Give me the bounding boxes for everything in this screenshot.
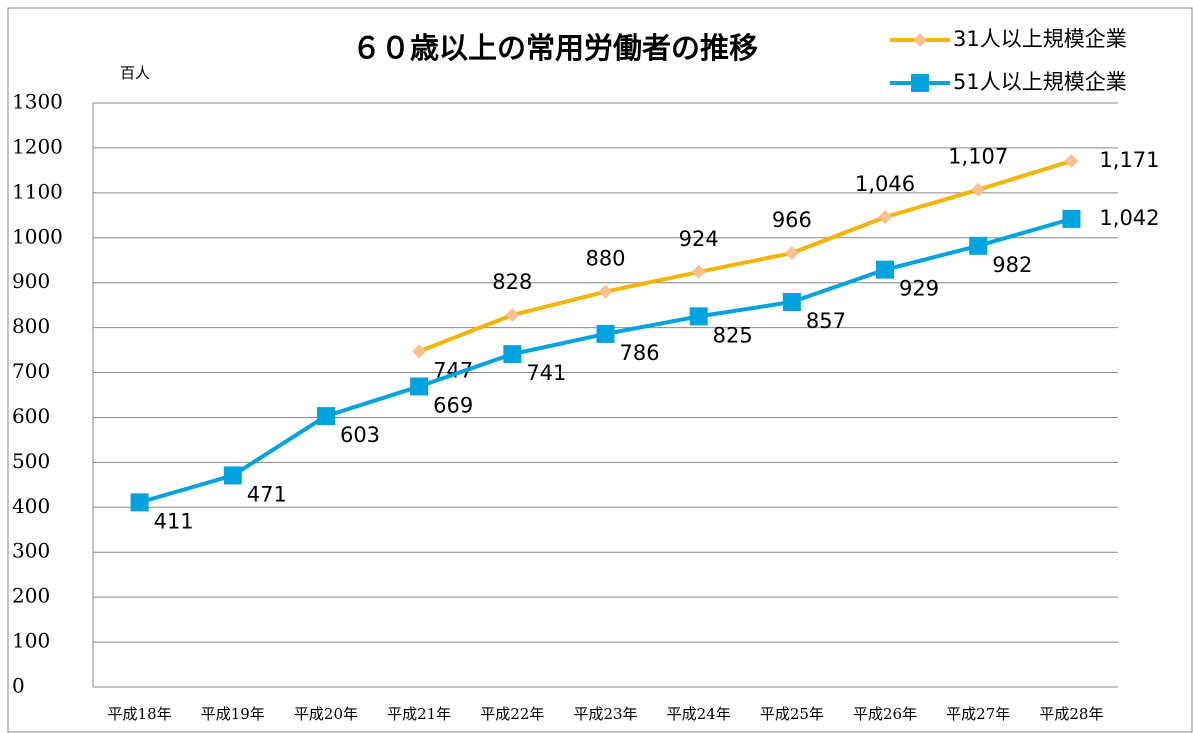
value-label: 1,107: [948, 145, 1008, 169]
value-label: 1,046: [855, 172, 915, 196]
point: [130, 493, 149, 512]
point: [689, 307, 708, 326]
point: [1062, 209, 1081, 228]
value-label: 1,042: [1099, 206, 1159, 230]
x-tick-label: 平成22年: [480, 705, 544, 723]
legend-marker: [911, 74, 929, 92]
point: [412, 344, 427, 359]
point: [782, 293, 801, 312]
value-label: 857: [806, 309, 846, 333]
y-tick-label: 1300: [12, 90, 63, 114]
value-label: 825: [713, 323, 753, 347]
point: [876, 260, 895, 279]
value-label: 929: [899, 277, 939, 301]
y-tick-label: 1200: [12, 134, 63, 158]
value-label: 828: [492, 270, 532, 294]
value-label: 966: [772, 208, 812, 232]
value-label: 669: [433, 393, 473, 417]
value-label: 411: [154, 509, 194, 533]
point: [503, 345, 522, 364]
legend-label: 51人以上規模企業: [953, 70, 1127, 94]
x-tick-label: 平成25年: [760, 705, 824, 723]
point: [1064, 153, 1079, 168]
y-tick-label: 300: [12, 539, 50, 563]
y-tick-label: 100: [12, 629, 50, 653]
value-label: 982: [992, 253, 1032, 277]
y-tick-label: 600: [12, 404, 50, 428]
x-tick-label: 平成27年: [946, 705, 1010, 723]
point: [971, 182, 986, 197]
point: [598, 284, 613, 299]
chart-title: ６０歳以上の常用労働者の推移: [352, 31, 758, 65]
point: [596, 324, 615, 343]
value-label: 786: [620, 341, 660, 365]
value-label: 924: [679, 227, 719, 251]
x-tick-label: 平成23年: [573, 705, 637, 723]
series-line: [418, 159, 1072, 354]
value-label: 1,171: [1099, 148, 1159, 172]
value-label: 603: [340, 423, 380, 447]
x-tick-label: 平成21年: [387, 705, 451, 723]
point: [969, 236, 988, 255]
x-tick-label: 平成24年: [667, 705, 731, 723]
y-tick-label: 500: [12, 449, 50, 473]
y-tick-label: 1100: [12, 179, 63, 203]
legend-label: 31人以上規模企業: [953, 27, 1127, 51]
chart-frame: [7, 7, 1193, 733]
value-label: 741: [526, 361, 566, 385]
legend-marker: [913, 33, 927, 47]
point: [223, 466, 242, 485]
x-tick-label: 平成28年: [1039, 705, 1103, 723]
point: [878, 210, 893, 225]
point: [316, 407, 335, 426]
point: [784, 246, 799, 261]
y-tick-label: 0: [12, 674, 25, 698]
value-label: 880: [585, 247, 625, 271]
point: [505, 308, 520, 323]
y-tick-label: 400: [12, 494, 50, 518]
y-tick-label: 900: [12, 269, 50, 293]
y-tick-label: 1000: [12, 224, 63, 248]
y-tick-label: 200: [12, 584, 50, 608]
x-tick-label: 平成19年: [201, 705, 265, 723]
x-tick-label: 平成26年: [853, 705, 917, 723]
value-label: 471: [247, 482, 287, 506]
point: [691, 264, 706, 279]
x-tick-label: 平成20年: [294, 705, 358, 723]
y-tick-label: 700: [12, 359, 50, 383]
x-tick-label: 平成18年: [108, 705, 172, 723]
point: [410, 377, 429, 396]
y-axis-label: 百人: [120, 64, 150, 82]
y-tick-label: 800: [12, 314, 50, 338]
